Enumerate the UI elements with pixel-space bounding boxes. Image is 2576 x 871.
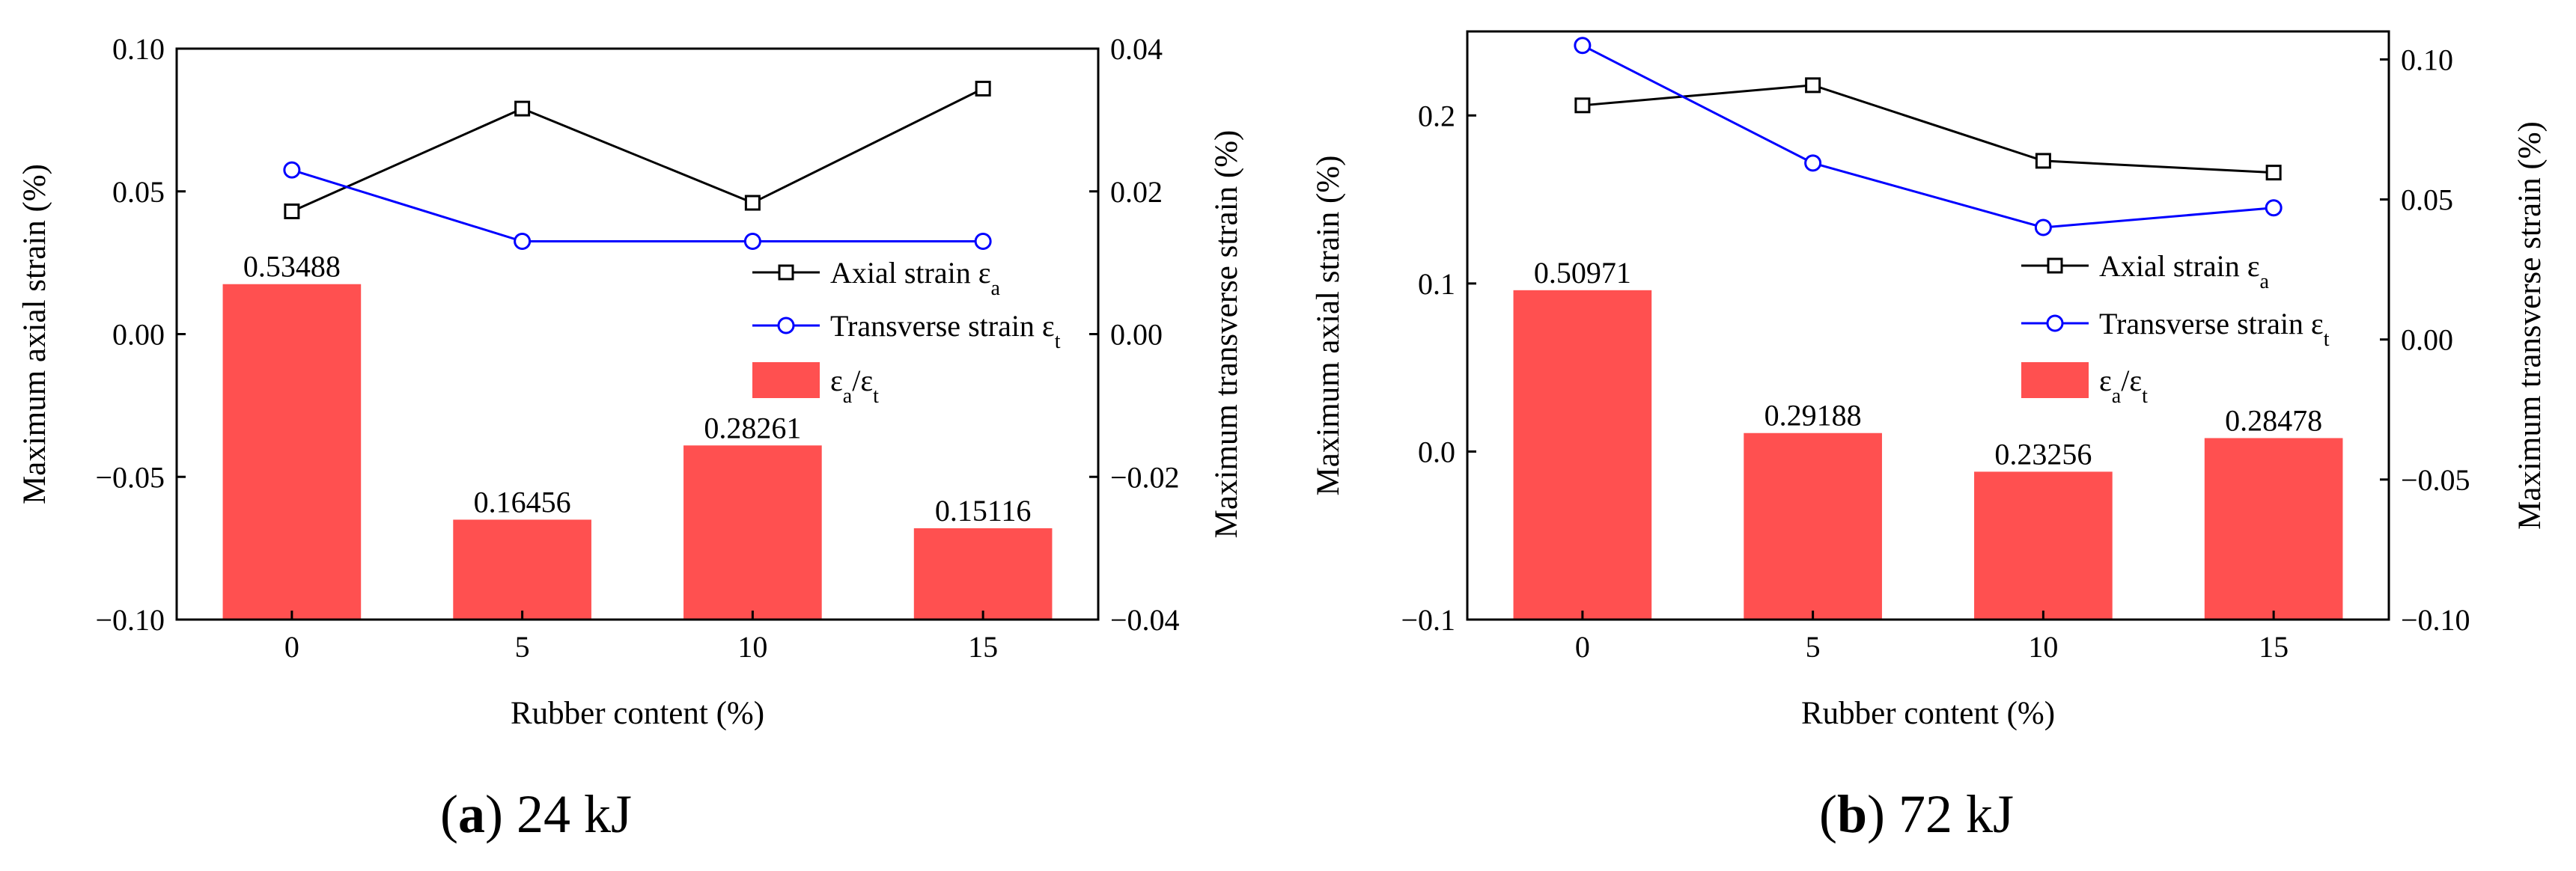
y-right-tick-label: 0.10 xyxy=(2401,43,2453,76)
legend-ratio-swatch xyxy=(2021,362,2089,398)
legend-ratio-swatch xyxy=(752,362,820,398)
axial-strain-point xyxy=(1805,77,1821,94)
transverse-strain-point xyxy=(1574,37,1592,55)
y-left-tick-label: 0.00 xyxy=(112,318,165,352)
y-left-tick-label: 0.10 xyxy=(112,32,165,66)
bar-value-label: 0.50971 xyxy=(1534,256,1631,290)
y-right-axis-label: Maximum transverse strain (%) xyxy=(2512,121,2548,530)
ratio-bar xyxy=(222,284,362,620)
ratio-bar xyxy=(1513,290,1652,620)
y-left-tick-label: −0.1 xyxy=(1401,603,1455,637)
y-right-tick-label: 0.04 xyxy=(1110,32,1163,66)
axial-strain-point xyxy=(744,195,761,211)
legend-axial-label: Axial strain εa xyxy=(2099,249,2270,293)
axial-strain-point xyxy=(1574,97,1591,114)
legend-ratio-label: εa/εt xyxy=(2099,364,2148,408)
y-right-tick-label: −0.04 xyxy=(1110,603,1180,637)
legend-transverse-label: Transverse strain εt xyxy=(2099,307,2330,351)
x-axis-label: Rubber content (%) xyxy=(511,696,764,731)
y-right-tick-label: 0.00 xyxy=(1110,318,1163,352)
transverse-strain-line xyxy=(1582,44,2274,229)
chart-panel-b: 0.50971 0.29188 0.23256 0.28478 −0.1 0.0 0.1 0.… xyxy=(1311,30,2548,844)
bar-value-label: 0.15116 xyxy=(935,494,1032,528)
legend-axial-label: Axial strain εa xyxy=(830,256,1001,300)
y-left-tick-label: 0.0 xyxy=(1418,435,1455,468)
y-left-tick-label: 0.1 xyxy=(1418,267,1455,301)
legend-transverse-label: Transverse strain εt xyxy=(830,309,1061,353)
y-left-tick-label: 0.05 xyxy=(112,175,165,209)
x-tick-label: 15 xyxy=(2259,630,2289,664)
y-left-axis-label: Maximum axial strain (%) xyxy=(1311,156,1346,496)
bar-value-label: 0.29188 xyxy=(1764,399,1862,433)
x-tick-label: 0 xyxy=(284,630,299,664)
transverse-strain-point xyxy=(1804,154,1822,172)
transverse-strain-point xyxy=(2034,218,2052,236)
y-left-axis-label: Maximum axial strain (%) xyxy=(17,164,52,504)
axial-strain-point xyxy=(284,203,300,219)
y-left-tick-label: −0.05 xyxy=(95,460,165,494)
plot-frame xyxy=(1466,30,2390,621)
bar-value-label: 0.53488 xyxy=(243,250,341,284)
x-tick-label: 5 xyxy=(1806,630,1821,664)
x-tick-label: 10 xyxy=(2028,630,2058,664)
ratio-bar xyxy=(1744,433,1882,620)
axial-strain-point xyxy=(514,100,531,117)
ratio-bar xyxy=(913,528,1053,620)
y-right-tick-label: 0.05 xyxy=(2401,183,2453,217)
chart-panel-a: 0.53488 0.16456 0.28261 0.15116 −0.10 −0.05 0.… xyxy=(17,32,1244,844)
transverse-strain-point xyxy=(2265,199,2283,217)
ratio-bar xyxy=(453,519,591,620)
legend-ratio-label: εa/εt xyxy=(830,364,879,408)
transverse-strain-point xyxy=(974,233,992,251)
bar-value-label: 0.28261 xyxy=(704,411,801,444)
transverse-strain-point xyxy=(743,233,761,251)
x-tick-label: 5 xyxy=(515,630,530,664)
x-axis-label: Rubber content (%) xyxy=(1801,696,2055,731)
panel-subtitle: (b) 72 kJ xyxy=(1819,784,2014,844)
legend-axial-marker xyxy=(2047,257,2063,274)
ratio-bar xyxy=(683,445,822,620)
bar-value-label: 0.28478 xyxy=(2225,403,2322,437)
axial-strain-point xyxy=(2265,165,2282,181)
y-right-tick-label: 0.00 xyxy=(2401,323,2453,357)
y-right-tick-label: −0.10 xyxy=(2401,603,2470,637)
transverse-strain-line xyxy=(291,168,984,243)
y-right-tick-label: −0.05 xyxy=(2401,463,2470,497)
panel-subtitle: (a) 24 kJ xyxy=(440,784,632,844)
y-right-axis-label: Maximum transverse strain (%) xyxy=(1209,130,1244,539)
y-right-tick-label: 0.02 xyxy=(1110,175,1163,209)
legend-axial-marker xyxy=(778,264,794,281)
axial-strain-line xyxy=(291,88,984,213)
axial-strain-point xyxy=(2035,153,2051,169)
legend-transverse-marker xyxy=(777,317,795,334)
x-tick-label: 0 xyxy=(1575,630,1590,664)
transverse-strain-point xyxy=(514,233,532,251)
x-tick-label: 15 xyxy=(968,630,998,664)
bar-value-label: 0.16456 xyxy=(474,485,571,519)
y-left-tick-label: 0.2 xyxy=(1418,99,1455,132)
y-left-tick-label: −0.10 xyxy=(95,603,165,637)
legend-transverse-marker xyxy=(2046,314,2064,332)
axial-strain-line xyxy=(1582,84,2274,174)
y-right-tick-label: −0.02 xyxy=(1110,460,1180,494)
x-tick-label: 10 xyxy=(737,630,767,664)
bar-value-label: 0.23256 xyxy=(1994,437,2092,471)
ratio-bar xyxy=(1974,471,2113,620)
transverse-strain-point xyxy=(283,161,301,179)
ratio-bar xyxy=(2204,438,2343,620)
axial-strain-point xyxy=(975,80,991,97)
